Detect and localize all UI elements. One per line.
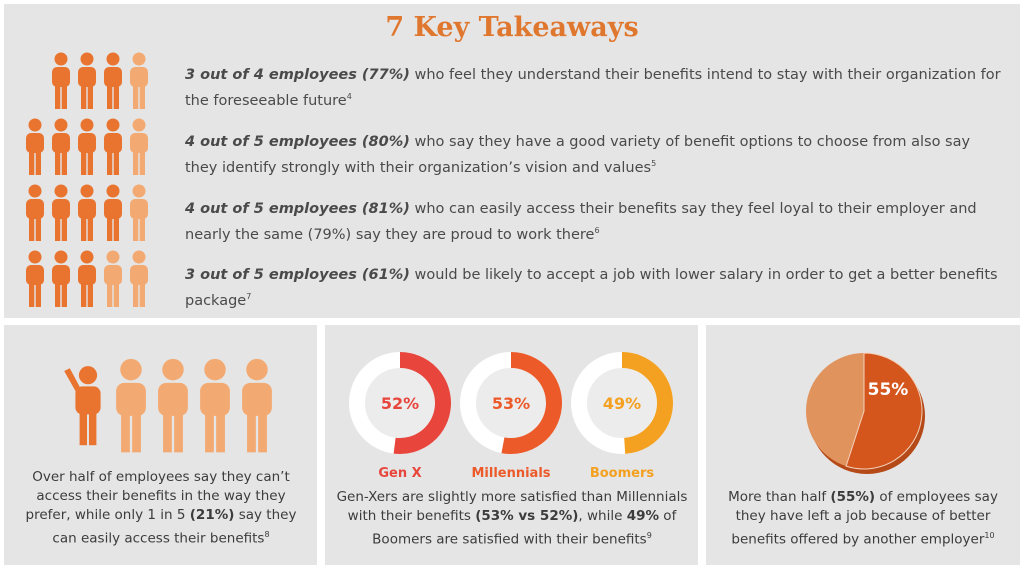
takeaway: 4 out of 5 employees (81%) who can easil… [185,198,1005,246]
text-run: 10 [984,531,995,540]
pictograph [26,52,148,307]
text-run: 5 [651,159,657,168]
text-run: 3 out of 5 employees (61%) [185,267,410,283]
text-run: 4 out of 5 employees (81%) [185,201,410,217]
text-run: of employees say they have left a job be… [731,489,998,548]
text-run: (21%) [189,507,235,523]
text-run: , while [578,508,627,524]
donut-arc [393,352,451,454]
pie-slice [845,352,923,470]
donut-name: Millennials [471,466,550,481]
donut-value: 49% [603,394,641,413]
pie-value: 55% [868,380,909,400]
takeaway: 4 out of 5 employees (80%) who say they … [185,131,1005,179]
text-run: 49% [626,508,660,524]
icon-row [26,118,148,175]
icon-row [52,52,148,109]
donut-arc [621,352,673,454]
pie-rest [806,353,864,467]
text-run: say they can easily access their benefit… [52,507,297,547]
donut-name: Gen X [378,466,421,481]
text-run: 9 [646,531,652,540]
text-run: 4 [346,92,352,101]
icon-row [26,250,148,307]
text-run: who feel they understand their benefits … [185,67,1001,109]
text-run: More than half [728,489,831,505]
text-run: who can easily access their benefits say… [185,201,977,243]
donut-value: 52% [381,394,419,413]
text-run: 4 out of 5 employees (80%) [185,134,410,150]
donut-value: 53% [492,394,530,413]
donut-chart: 52% Gen X 53% Millennials 49% Boomers [349,352,673,481]
icon-row [26,184,148,241]
text-run: Gen-Xers are slightly more satisfied tha… [336,489,688,524]
text-run: Over half of employees say they can’t ac… [25,469,290,523]
generations-text: Gen-Xers are slightly more satisfied tha… [332,488,692,550]
text-run: (55%) [830,489,876,505]
text-run: 7 [246,292,252,301]
donut-arc [501,352,562,454]
text-run: who say they have a good variety of bene… [185,134,971,176]
text-run: 8 [264,530,270,539]
text-run: (53% vs 52%) [475,508,579,524]
donut-name: Boomers [590,466,655,481]
title: 7 Key Takeaways [385,12,639,43]
pie-chart: 55% [806,352,925,474]
takeaway: 3 out of 4 employees (77%) who feel they… [185,64,1005,112]
text-run: of Boomers are satisfied with their bene… [372,508,677,548]
left-job-text: More than half (55%) of employees say th… [716,488,1010,550]
access-text: Over half of employees say they can’t ac… [20,468,302,549]
text-run: 3 out of 4 employees (77%) [185,67,410,83]
text-run: 6 [594,226,600,235]
text-run: would be likely to accept a job with low… [185,267,998,309]
takeaways-panel [4,4,1020,318]
takeaway: 3 out of 5 employees (61%) would be like… [185,264,1005,312]
access-icons [64,358,272,453]
